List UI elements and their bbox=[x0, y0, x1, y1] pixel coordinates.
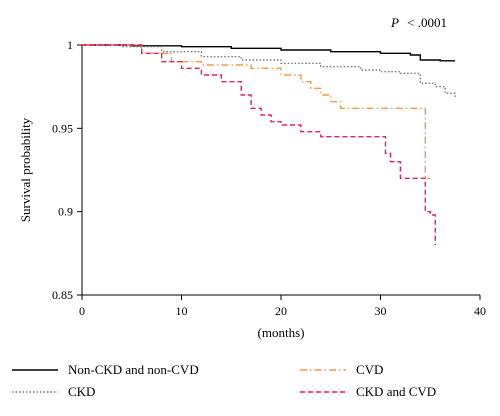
y-tick-label: 0.95 bbox=[52, 121, 73, 135]
y-tick-label: 0.85 bbox=[52, 288, 73, 302]
x-tick-label: 20 bbox=[275, 304, 287, 318]
p-value-annotation: P < .0001 bbox=[390, 15, 447, 30]
series-layer bbox=[82, 44, 456, 245]
p-label: P bbox=[390, 15, 399, 30]
x-tick-label: 30 bbox=[375, 304, 387, 318]
x-tick-label: 0 bbox=[79, 304, 85, 318]
series-line-4 bbox=[82, 44, 436, 245]
y-axis-label: Survival probability bbox=[18, 117, 33, 222]
y-tick-label: 1 bbox=[67, 38, 73, 52]
x-tick-label: 10 bbox=[176, 304, 188, 318]
legend-label-3: CVD bbox=[356, 362, 383, 377]
series-line-1 bbox=[82, 44, 456, 62]
x-axis-label: (months) bbox=[258, 325, 305, 340]
y-tick-label: 0.9 bbox=[58, 205, 73, 219]
p-value: < .0001 bbox=[407, 15, 447, 30]
legend-label-2: CKD bbox=[68, 384, 95, 399]
legend-label-4: CKD and CVD bbox=[356, 384, 436, 399]
x-tick-label: 40 bbox=[474, 304, 486, 318]
legend: Non-CKD and non-CVD CKD CVD CKD and CVD bbox=[12, 362, 436, 399]
series-line-3 bbox=[82, 44, 431, 180]
legend-label-1: Non-CKD and non-CVD bbox=[68, 362, 199, 377]
